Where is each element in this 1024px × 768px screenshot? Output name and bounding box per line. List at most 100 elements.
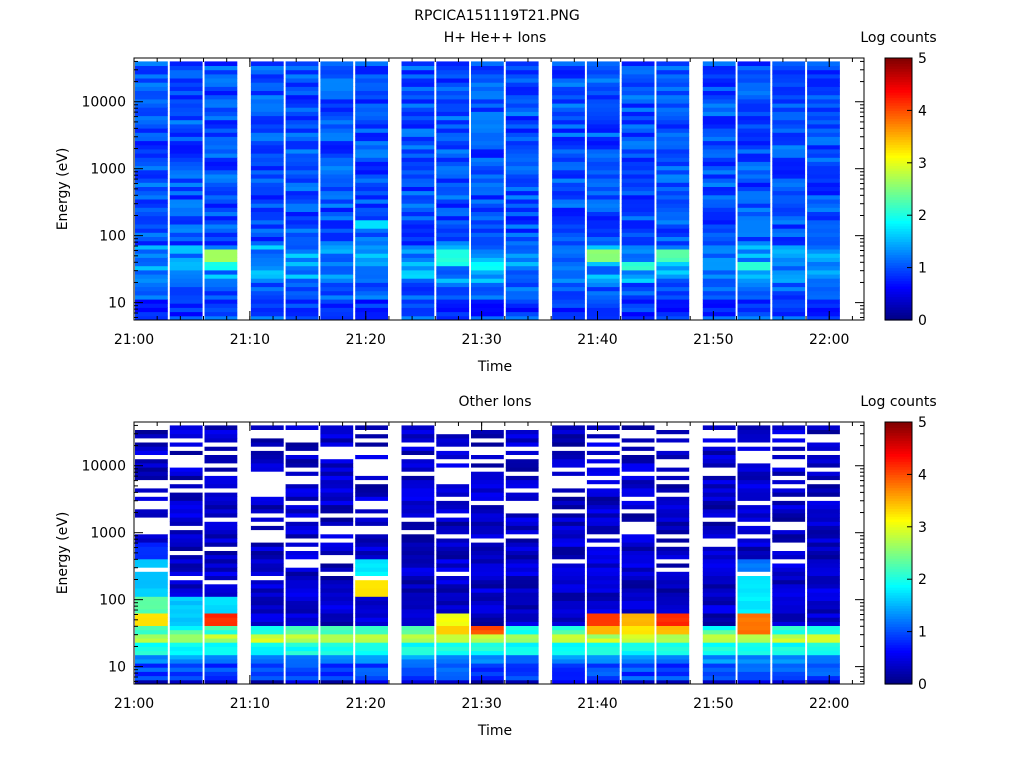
colorbar-segment: [885, 547, 912, 551]
heatmap-cell: [702, 278, 736, 283]
heatmap-cell: [355, 463, 388, 468]
heatmap-cell: [401, 274, 435, 279]
heatmap-cell: [552, 228, 585, 233]
heatmap-cell: [471, 103, 504, 108]
heatmap-cell: [656, 215, 690, 221]
heatmap-cell: [702, 161, 736, 167]
heatmap-cell: [436, 178, 470, 183]
heatmap-cell: [401, 315, 435, 321]
heatmap-cell: [320, 253, 354, 258]
heatmap-cell: [135, 550, 168, 556]
heatmap-cell: [169, 178, 203, 183]
heatmap-cell: [250, 169, 284, 175]
heatmap-cell: [552, 542, 585, 547]
heatmap-cell: [436, 550, 470, 556]
colorbar-segment: [885, 157, 912, 161]
heatmap-cell: [807, 529, 840, 535]
heatmap-cell: [656, 174, 690, 179]
heatmap-cell: [250, 244, 284, 250]
heatmap-cell: [204, 224, 238, 229]
heatmap-cell: [285, 128, 319, 133]
heatmap-cell: [436, 454, 470, 460]
heatmap-cell: [169, 492, 203, 497]
heatmap-cell: [552, 165, 585, 171]
heatmap-cell: [436, 136, 470, 142]
heatmap-cell: [621, 483, 655, 489]
heatmap-cell: [656, 232, 690, 237]
heatmap-cell: [586, 583, 620, 589]
heatmap-cell: [355, 592, 388, 597]
heatmap-cell: [320, 542, 354, 547]
heatmap-cell: [552, 65, 585, 71]
heatmap-cell: [355, 521, 388, 526]
heatmap-cell: [401, 483, 435, 489]
heatmap-cell: [401, 458, 435, 464]
heatmap-cell: [355, 425, 388, 430]
heatmap-cell: [737, 475, 771, 481]
heatmap-cell: [355, 575, 388, 581]
heatmap-cell: [621, 78, 655, 83]
heatmap-cell: [586, 450, 620, 455]
heatmap-cell: [471, 496, 504, 501]
heatmap-cell: [250, 103, 284, 108]
heatmap-cell: [204, 592, 238, 597]
heatmap-cell: [436, 533, 470, 539]
colorbar-tick-label: 5: [918, 51, 927, 67]
heatmap-cell: [621, 99, 655, 104]
heatmap-cell: [586, 140, 620, 146]
heatmap-cell: [135, 232, 168, 237]
heatmap-cell: [737, 107, 771, 112]
heatmap-cell: [285, 533, 319, 539]
heatmap-cell: [135, 303, 168, 308]
heatmap-cell: [320, 61, 354, 66]
heatmap-cell: [656, 638, 690, 643]
heatmap-cell: [471, 303, 504, 308]
heatmap-cell: [772, 496, 806, 501]
heatmap-cell: [436, 604, 470, 610]
heatmap-cell: [552, 646, 585, 652]
heatmap-cell: [586, 61, 620, 66]
heatmap-cell: [807, 290, 840, 296]
y-tick-label: 10000: [81, 95, 126, 111]
heatmap-cell: [355, 437, 388, 443]
heatmap-cell: [737, 450, 771, 455]
heatmap-cell: [401, 203, 435, 208]
heatmap-cell: [436, 517, 470, 522]
heatmap-cell: [320, 550, 354, 556]
heatmap-cell: [807, 86, 840, 91]
heatmap-cell: [169, 567, 203, 572]
heatmap-cell: [621, 475, 655, 481]
heatmap-cell: [702, 525, 736, 531]
heatmap-cell: [169, 253, 203, 258]
heatmap-cell: [169, 236, 203, 242]
heatmap-cell: [737, 144, 771, 150]
heatmap-cell: [656, 111, 690, 117]
heatmap-cell: [401, 286, 435, 292]
heatmap-cell: [320, 437, 354, 443]
heatmap-cell: [285, 471, 319, 476]
heatmap-cell: [250, 236, 284, 242]
heatmap-cell: [355, 629, 388, 635]
heatmap-cell: [250, 629, 284, 635]
heatmap-cell: [621, 128, 655, 133]
heatmap-cell: [250, 667, 284, 672]
heatmap-cell: [656, 119, 690, 125]
heatmap-cell: [702, 442, 736, 447]
heatmap-cell: [355, 232, 388, 237]
x-tick-label: 21:40: [577, 696, 617, 712]
heatmap-cell: [656, 282, 690, 288]
heatmap-cell: [807, 525, 840, 531]
heatmap-cell: [250, 124, 284, 129]
heatmap-cell: [621, 65, 655, 71]
heatmap-cell: [471, 107, 504, 112]
heatmap-cell: [471, 228, 504, 233]
heatmap-cell: [505, 483, 539, 489]
heatmap-cell: [807, 621, 840, 626]
heatmap-cell: [204, 429, 238, 435]
heatmap-cell: [135, 219, 168, 225]
heatmap-cell: [807, 186, 840, 192]
heatmap-cell: [436, 483, 470, 489]
heatmap-cell: [772, 174, 806, 179]
heatmap-cell: [471, 613, 504, 618]
heatmap-cell: [656, 646, 690, 652]
